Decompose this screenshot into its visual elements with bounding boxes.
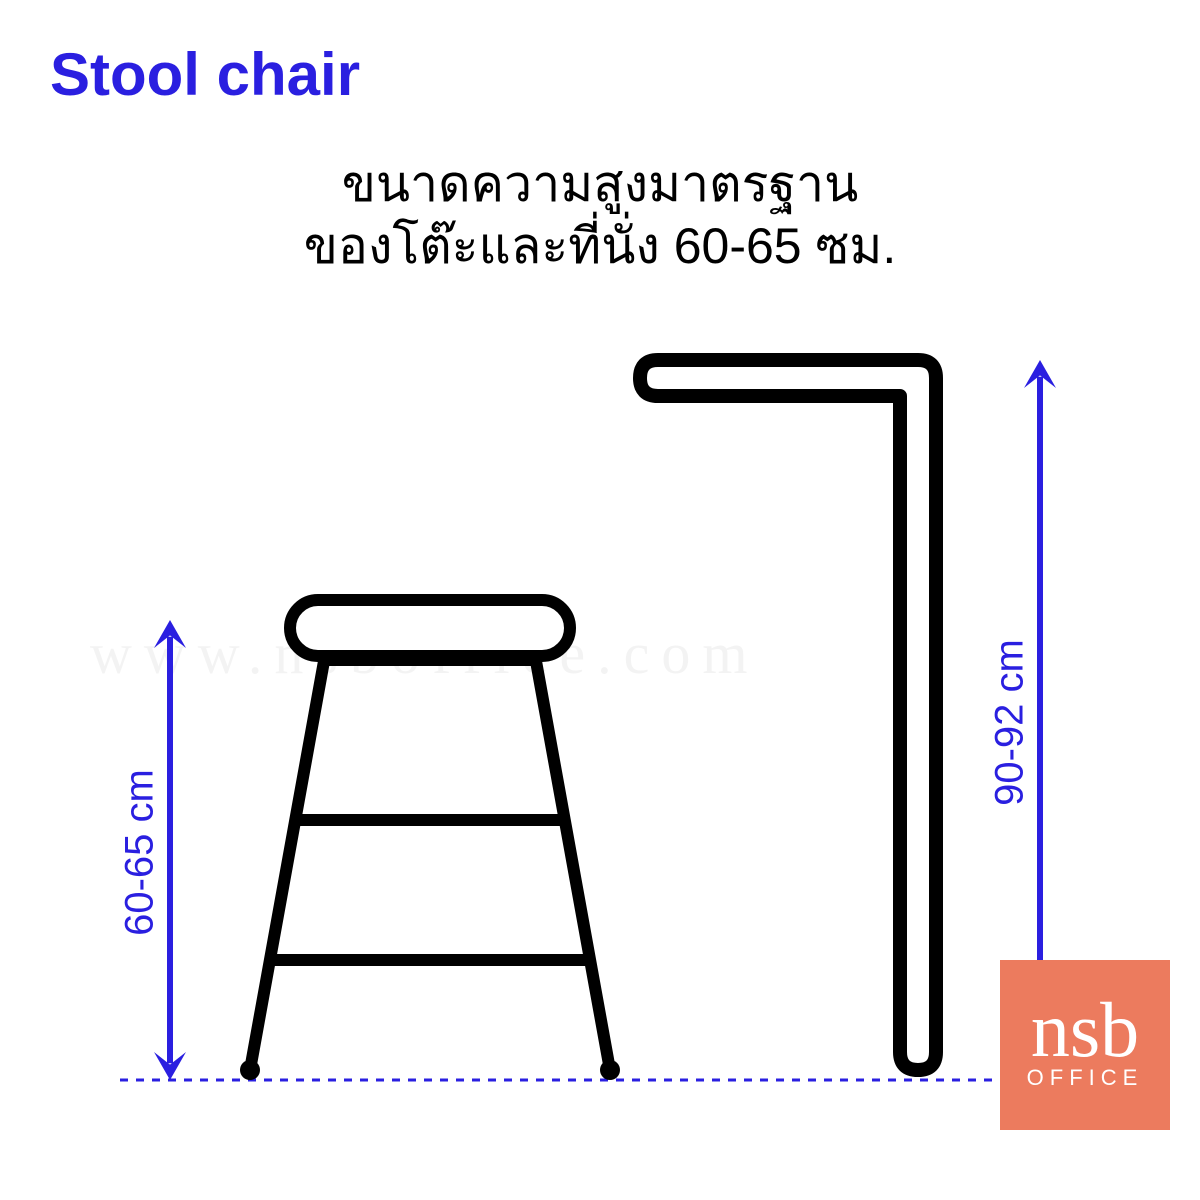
brand-logo: nsb OFFICE <box>1000 960 1170 1130</box>
logo-sub-text: OFFICE <box>1027 1065 1144 1091</box>
stool-height-label: 60-65 cm <box>118 753 163 953</box>
logo-main-text: nsb <box>1031 999 1139 1061</box>
table-height-label: 90-92 cm <box>988 623 1033 823</box>
diagram-container: Stool chair ขนาดความสูงมาตรฐาน ของโต๊ะแล… <box>0 0 1200 1200</box>
